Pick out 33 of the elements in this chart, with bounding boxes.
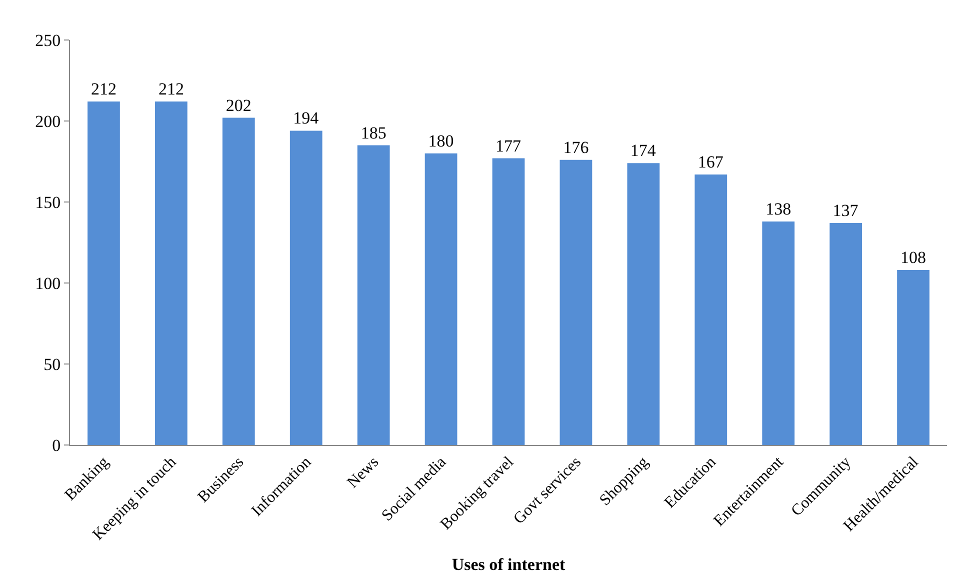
x-axis-title: Uses of internet: [452, 555, 566, 574]
bar: [155, 102, 188, 445]
y-tick-label: 150: [35, 192, 61, 212]
bar: [897, 270, 930, 445]
data-label: 185: [360, 123, 386, 142]
data-label: 180: [428, 131, 454, 150]
data-label: 137: [832, 201, 859, 220]
bar: [762, 221, 795, 445]
y-tick-label: 100: [35, 274, 61, 293]
data-label: 167: [698, 152, 724, 172]
data-label: 138: [766, 199, 792, 218]
y-tick-label: 250: [35, 30, 61, 50]
bar: [627, 163, 660, 445]
bar: [357, 145, 390, 445]
bar: [88, 102, 120, 445]
data-label: 174: [630, 141, 656, 160]
data-label: 176: [563, 138, 589, 157]
data-label: 177: [496, 136, 522, 156]
y-tick-label: 0: [52, 436, 61, 455]
data-label: 212: [158, 80, 184, 99]
bar: [560, 160, 592, 445]
bar: [830, 223, 862, 445]
data-label: 108: [900, 248, 926, 268]
bar: [424, 153, 458, 445]
y-tick-label: 50: [44, 354, 61, 374]
bar: [694, 174, 728, 445]
data-label: 202: [226, 96, 252, 115]
y-tick-label: 200: [35, 112, 61, 131]
bar: [222, 118, 255, 445]
data-label: 212: [90, 80, 116, 99]
data-label: 194: [293, 108, 320, 128]
bar: [290, 130, 322, 445]
bar: [492, 158, 525, 445]
